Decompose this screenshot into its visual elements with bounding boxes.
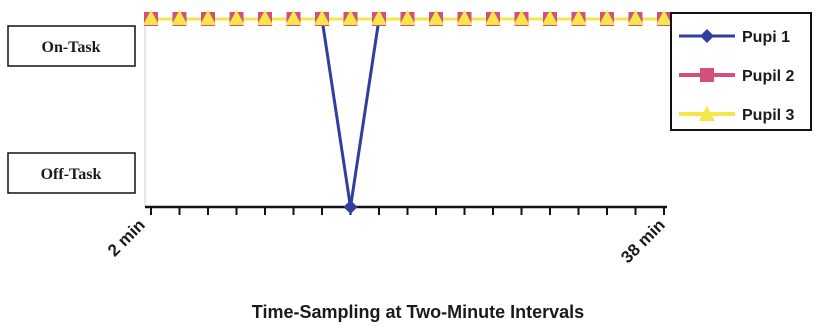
square-marker-icon <box>700 68 714 82</box>
legend-label-pupil-3: Pupil 3 <box>742 107 795 124</box>
legend-label-pupil-2: Pupil 2 <box>742 68 795 85</box>
series-3-point <box>257 10 273 25</box>
x-axis-title: Time-Sampling at Two-Minute Intervals <box>252 302 584 322</box>
legend-item-pupil-2: Pupil 2 <box>679 68 795 85</box>
y-label-on-task-box: On-Task <box>7 25 136 67</box>
series-3-point <box>171 10 188 25</box>
series-1-point <box>343 200 358 214</box>
series-3-point <box>456 10 473 25</box>
series-3-point <box>143 10 159 25</box>
series-3-point <box>342 10 359 25</box>
series-3-point <box>200 10 216 25</box>
y-label-on-task: On-Task <box>42 39 101 56</box>
diamond-marker-icon <box>700 29 714 43</box>
x-tick-label-last: 38 min <box>617 215 669 267</box>
legend-box <box>670 12 812 131</box>
legend: Pupi 1 Pupil 2 Pupil 3 <box>670 12 812 131</box>
x-tick-label-first: 2 min <box>104 215 149 260</box>
series-3-point <box>314 10 330 25</box>
series-lines <box>151 17 664 208</box>
legend-label-pupil-1: Pupi 1 <box>742 29 790 46</box>
triangle-marker-icon <box>699 106 715 121</box>
series-line-1 <box>151 17 664 208</box>
series-3-point <box>399 10 416 25</box>
series-3-point <box>428 10 444 25</box>
y-label-off-task-box: Off-Task <box>7 152 136 194</box>
series-3-point <box>485 10 501 25</box>
x-axis-ticks <box>150 207 665 215</box>
legend-item-pupil-3: Pupil 3 <box>679 106 795 124</box>
series-3-point <box>542 10 558 25</box>
series-3-point <box>371 10 387 25</box>
series-3-point <box>228 10 245 25</box>
series-3-point <box>599 10 615 25</box>
series-3-point <box>570 10 587 25</box>
series-3-point <box>513 10 530 25</box>
legend-item-pupil-1: Pupi 1 <box>679 29 790 46</box>
series-markers <box>143 10 672 214</box>
series-3-point <box>656 10 672 25</box>
series-3-point <box>285 10 302 25</box>
series-3-point <box>627 10 644 25</box>
y-label-off-task: Off-Task <box>41 166 102 183</box>
